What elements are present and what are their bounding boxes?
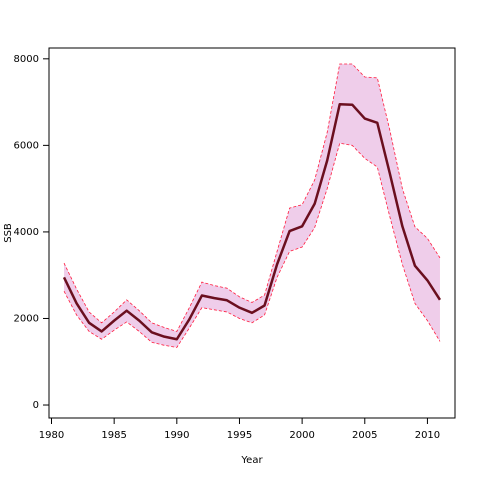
line bbox=[62, 103, 442, 341]
x-tick-label: 2010 bbox=[415, 430, 440, 441]
plot-frame bbox=[48, 47, 456, 419]
y-axis-label: SSB bbox=[3, 223, 14, 243]
y-tick-label: 6000 bbox=[14, 140, 39, 151]
bound-line bbox=[63, 142, 441, 348]
x-tick-label: 2005 bbox=[352, 430, 377, 441]
y-tick-label: 8000 bbox=[14, 54, 39, 65]
y-tick-label: 4000 bbox=[14, 227, 39, 238]
x-tick-label: 1980 bbox=[39, 430, 64, 441]
x-axis-label: Year bbox=[240, 455, 263, 466]
x-tick-label: 1995 bbox=[227, 430, 252, 441]
x-tick-label: 1985 bbox=[101, 430, 126, 441]
confidence-band bbox=[64, 64, 440, 348]
x-tick-label: 1990 bbox=[164, 430, 189, 441]
y-tick-label: 2000 bbox=[14, 313, 39, 324]
bound-line bbox=[63, 63, 441, 332]
x-tick-label: 2000 bbox=[289, 430, 314, 441]
y-tick-label: 0 bbox=[33, 400, 39, 411]
